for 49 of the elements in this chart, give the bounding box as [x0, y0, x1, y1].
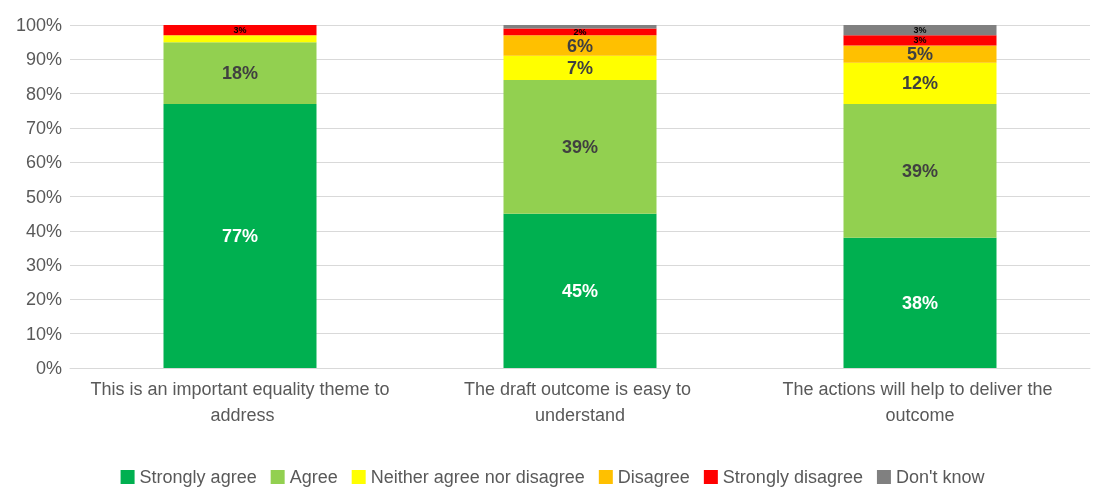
x-tick-label: The actions will help to deliver the outcome — [782, 379, 1058, 425]
y-tick-label: 70% — [25, 117, 62, 138]
y-tick-label: 90% — [25, 49, 62, 70]
legend-label: Agree — [289, 467, 338, 487]
data-label: 2% — [573, 26, 587, 37]
bar — [843, 62, 997, 104]
data-label: 5% — [906, 44, 934, 65]
bar — [503, 35, 657, 56]
data-label: 18% — [221, 63, 259, 84]
bar — [843, 35, 997, 46]
data-label: 6% — [566, 35, 594, 56]
y-tick-label: 20% — [25, 289, 62, 310]
bar — [503, 79, 657, 214]
bar — [843, 45, 997, 63]
y-tick-label: 60% — [25, 152, 62, 173]
data-label: 39% — [561, 136, 599, 157]
bar — [163, 25, 317, 36]
data-label: 3% — [913, 35, 927, 46]
x-tick-label: This is an important equality theme to address — [90, 379, 390, 425]
y-tick-label: 40% — [25, 220, 62, 241]
legend-label: Neither agree nor disagree — [370, 467, 585, 487]
bar — [503, 28, 657, 36]
y-tick-label: 30% — [25, 255, 62, 276]
data-label: 3% — [913, 25, 927, 36]
data-label: 38% — [901, 292, 939, 313]
data-label: 45% — [561, 280, 599, 301]
x-tick-label: The draft outcome is easy to understand — [463, 379, 697, 425]
data-label: 7% — [566, 57, 594, 78]
bar — [843, 25, 997, 36]
data-label: 12% — [901, 73, 939, 94]
y-tick-label: 100% — [15, 15, 62, 35]
legend-label: Strongly disagree — [722, 467, 863, 487]
legend-label: Don't know — [895, 467, 986, 487]
y-tick-label: 0% — [35, 358, 62, 378]
bar — [163, 42, 317, 104]
legend-label: Disagree — [617, 467, 690, 487]
bar — [843, 103, 997, 238]
bar — [503, 55, 657, 80]
bar — [843, 237, 997, 368]
y-tick-label: 80% — [25, 83, 62, 104]
y-tick-label: 50% — [25, 186, 62, 207]
bar — [163, 35, 317, 43]
y-tick-label: 10% — [25, 323, 62, 344]
bar — [503, 213, 657, 368]
data-label: 39% — [901, 160, 939, 181]
data-label: 3% — [233, 25, 247, 36]
data-label: 77% — [221, 225, 259, 246]
bar — [163, 103, 317, 368]
legend-label: Strongly agree — [139, 467, 257, 487]
